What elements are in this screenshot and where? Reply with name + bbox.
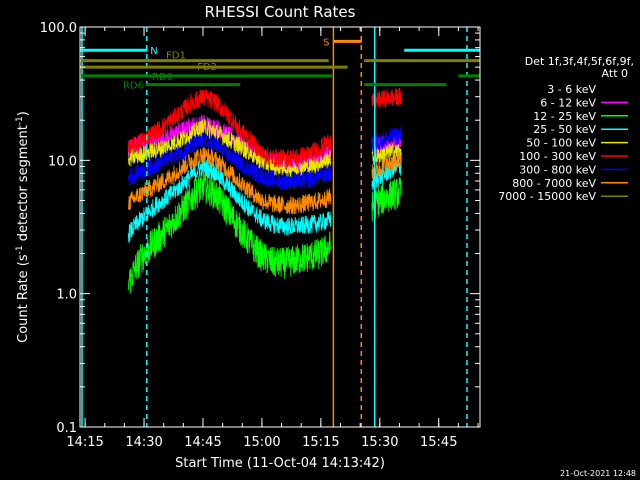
legend-entry-3: 25 - 50 keV [533, 123, 596, 136]
legend-entry-0: 3 - 6 keV [547, 83, 596, 96]
series-line-2-part-0 [127, 172, 332, 294]
series-line-4-part-1 [371, 143, 402, 166]
legend-entry-5: 100 - 300 keV [519, 150, 596, 163]
x-tick-label: 15:00 [243, 435, 280, 450]
series-line-7-part-0 [127, 147, 332, 215]
legend: Det 1f,3f,4f,5f,6f,9f, Att 0 3 - 6 keV6 … [498, 55, 634, 203]
y-tick-label: 100.0 [40, 21, 77, 36]
bar-label-s: S [323, 37, 329, 48]
bar-label-fd2: FD2 [197, 62, 217, 73]
y-tick-label: 10.0 [48, 154, 77, 169]
legend-entry-1: 6 - 12 keV [540, 96, 596, 109]
x-tick-label: 15:15 [302, 435, 339, 450]
bar-label-n: N [150, 46, 157, 57]
chart-title: RHESSI Count Rates [205, 3, 356, 21]
legend-entry-6: 300 - 800 keV [519, 163, 596, 176]
plot-frame [79, 26, 481, 428]
legend-entry-8: 7000 - 15000 keV [498, 190, 596, 203]
legend-entry-4: 50 - 100 keV [526, 137, 596, 150]
y-axis-label: Count Rate (s-1 detector segment-1) [15, 111, 31, 343]
timestamp: 21-Oct-2021 12:48 [560, 469, 636, 478]
legend-title-line-2: Att 0 [602, 67, 628, 80]
y-tick-label: 0.1 [56, 421, 77, 436]
series-line-5-part-1 [371, 87, 402, 109]
legend-entry-7: 800 - 7000 keV [512, 177, 596, 190]
series-line-6-part-0 [127, 131, 332, 191]
bar-label-fd1: FD1 [166, 51, 186, 62]
series-line-2-part-1 [371, 176, 402, 222]
legend-title-line-1: Det 1f,3f,4f,5f,6f,9f, [525, 55, 634, 68]
x-tick-label: 14:15 [66, 435, 103, 450]
x-tick-label: 14:45 [184, 435, 221, 450]
series-line-6-part-1 [371, 126, 402, 152]
series-line-7-part-1 [371, 151, 402, 180]
y-tick-label: 1.0 [56, 288, 77, 303]
bar-label-rd0: RD0 [152, 72, 173, 83]
legend-entry-2: 12 - 25 keV [533, 110, 596, 123]
x-tick-label: 15:30 [361, 435, 398, 450]
x-tick-label: 15:45 [420, 435, 457, 450]
series-line-5-part-0 [127, 89, 332, 168]
x-tick-label: 14:30 [125, 435, 162, 450]
bar-label-rd6: RD6 [123, 81, 144, 92]
x-axis-label: Start Time (11-Oct-04 14:13:42) [175, 456, 385, 471]
series-line-3-part-0 [127, 158, 332, 243]
